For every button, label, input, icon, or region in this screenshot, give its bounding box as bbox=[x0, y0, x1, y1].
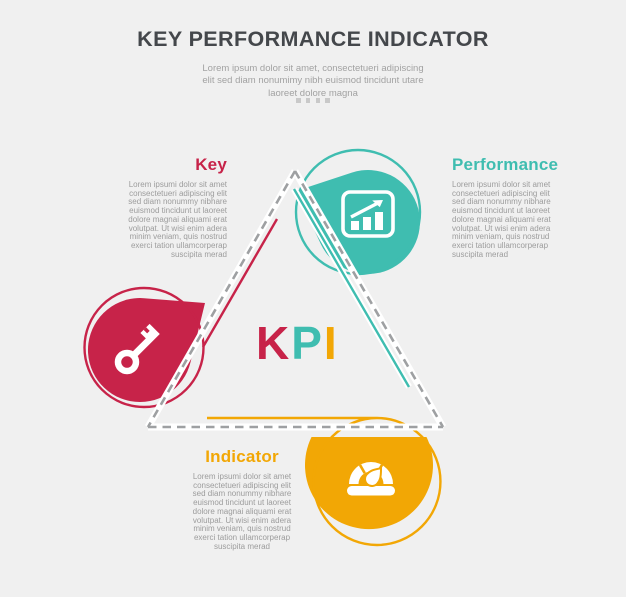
key-icon bbox=[114, 323, 160, 375]
dot bbox=[296, 98, 301, 103]
chart-growth-icon bbox=[341, 190, 395, 238]
gauge-icon bbox=[347, 462, 395, 496]
triangle-dashed-edges bbox=[144, 169, 447, 431]
section-key-body: Lorem ipsumi dolor sit amet consectetuer… bbox=[128, 180, 227, 259]
section-performance-body: Lorem ipsumi dolor sit amet consectetuer… bbox=[452, 180, 551, 259]
kpi-letter-p: P bbox=[291, 317, 324, 369]
page-subtitle: Lorem ipsum dolor sit amet, consectetuer… bbox=[202, 63, 424, 99]
kpi-monogram: KPI bbox=[256, 320, 339, 366]
section-key: Key Lorem ipsumi dolor sit amet consecte… bbox=[67, 155, 227, 259]
indicator-node-ring bbox=[207, 416, 442, 547]
kpi-letter-k: K bbox=[256, 317, 292, 369]
section-performance-title: Performance bbox=[452, 155, 559, 174]
section-indicator-body: Lorem ipsumi dolor sit amet consectetuer… bbox=[192, 472, 292, 551]
section-key-title: Key bbox=[195, 155, 227, 174]
section-indicator-title: Indicator bbox=[205, 447, 279, 466]
decorative-dots bbox=[0, 98, 626, 103]
key-connector-line bbox=[201, 218, 279, 348]
section-indicator: Indicator Lorem ipsumi dolor sit amet co… bbox=[162, 447, 322, 551]
kpi-letter-i: I bbox=[323, 317, 339, 369]
dot bbox=[315, 98, 321, 103]
dot bbox=[325, 98, 330, 103]
dot bbox=[305, 98, 311, 103]
key-node-ring bbox=[83, 286, 205, 409]
performance-connector-line bbox=[292, 188, 411, 388]
page-title: KEY PERFORMANCE INDICATOR bbox=[137, 27, 489, 51]
section-performance: Performance Lorem ipsumi dolor sit amet … bbox=[452, 155, 612, 259]
